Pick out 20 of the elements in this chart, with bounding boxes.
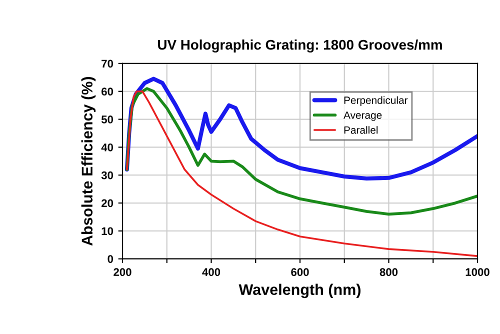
x-axis-title: Wavelength (nm): [238, 284, 360, 298]
x-tick-label: 400: [202, 268, 220, 276]
y-tick-label: 60: [102, 88, 114, 96]
y-tick-label: 0: [108, 255, 114, 263]
x-tick-label: 200: [114, 268, 132, 276]
legend-label: Average: [344, 112, 382, 121]
y-tick-label: 20: [102, 199, 114, 208]
y-tick-label: 70: [102, 60, 114, 68]
y-tick-label: 50: [101, 116, 114, 124]
chart-title: UV Holographic Grating: 1800 Grooves/mm: [158, 40, 442, 53]
y-tick-label: 10: [102, 227, 114, 236]
y-axis-title: Absolute Efficiency (%): [81, 77, 96, 246]
x-tick-label: 600: [291, 268, 309, 276]
legend-label: Parallel: [344, 126, 378, 134]
x-tick-label: 1000: [466, 268, 490, 276]
y-tick-label: 40: [101, 143, 114, 152]
legend-label: Perpendicular: [344, 96, 408, 106]
line-series: [126, 90, 478, 257]
y-tick-label: 30: [101, 171, 114, 180]
x-tick-label: 800: [380, 268, 398, 276]
